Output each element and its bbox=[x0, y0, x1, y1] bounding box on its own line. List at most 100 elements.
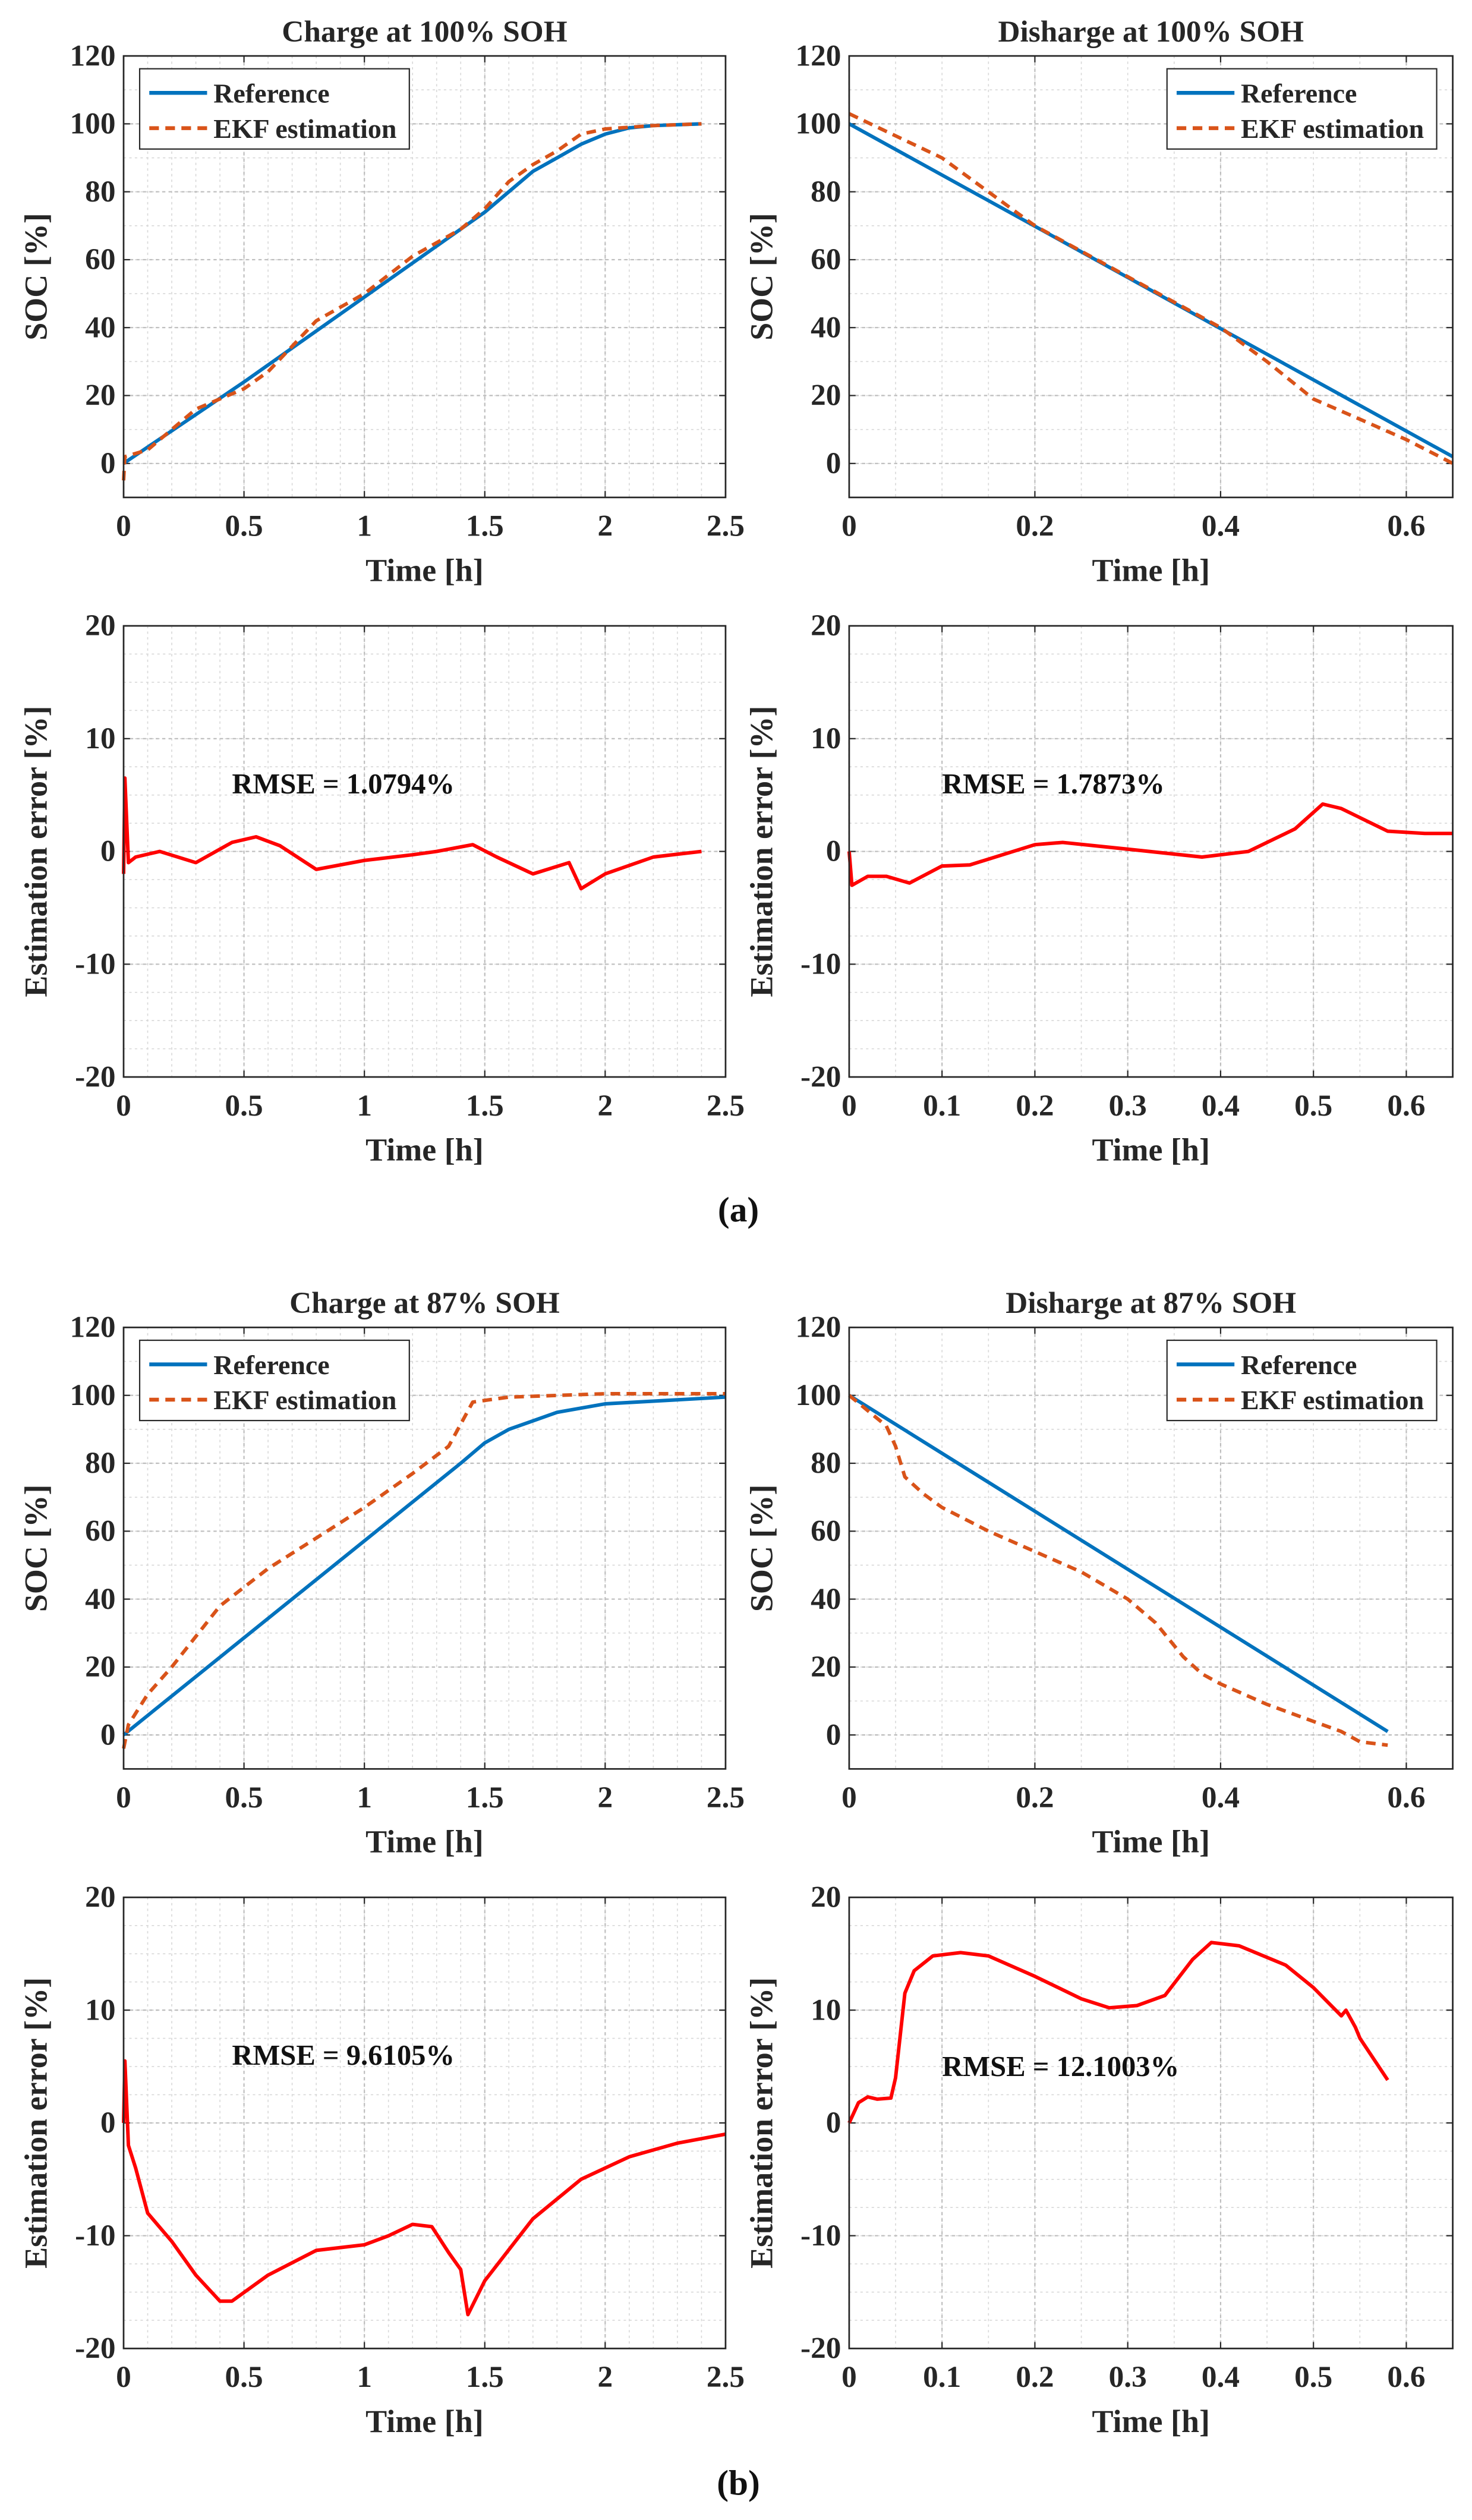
y-tick-label: 0 bbox=[100, 446, 116, 480]
series-line-error bbox=[847, 802, 1453, 887]
legend-box bbox=[1166, 68, 1438, 150]
x-tick-label: 0.4 bbox=[1202, 509, 1240, 543]
x-tick-label: 2.5 bbox=[707, 2360, 745, 2394]
x-tick-label: 0.6 bbox=[1387, 509, 1425, 543]
x-tick-label: 1.5 bbox=[466, 1089, 504, 1123]
y-tick-label: 20 bbox=[811, 1880, 841, 1914]
y-tick-label: 100 bbox=[70, 1378, 116, 1412]
x-tick-label: 0.6 bbox=[1387, 1781, 1425, 1815]
x-tick-label: 1 bbox=[357, 1781, 372, 1815]
legend-entry: Reference bbox=[213, 1350, 329, 1380]
y-tick-label: 20 bbox=[85, 609, 115, 642]
y-tick-label: 100 bbox=[795, 107, 841, 141]
chart-title: Disharge at 100% SOH bbox=[998, 15, 1304, 49]
x-tick-label: 2 bbox=[598, 509, 613, 543]
y-tick-label: 80 bbox=[85, 175, 115, 209]
y-tick-label: -20 bbox=[800, 1060, 841, 1094]
y-tick-label: 10 bbox=[811, 722, 841, 755]
x-tick-label: 0.3 bbox=[1109, 2360, 1147, 2394]
x-tick-label: 1.5 bbox=[466, 1781, 504, 1815]
y-axis-label: Estimation error [%] bbox=[18, 1977, 53, 2269]
x-axis-label: Time [h] bbox=[365, 1824, 484, 1860]
y-tick-label: 0 bbox=[100, 1718, 116, 1752]
x-tick-label: 0.5 bbox=[225, 1781, 263, 1815]
y-tick-label: -10 bbox=[75, 2219, 115, 2253]
x-tick-label: 0 bbox=[116, 2360, 131, 2394]
y-tick-label: 0 bbox=[826, 834, 841, 868]
x-tick-label: 2 bbox=[598, 1089, 613, 1123]
y-tick-label: 100 bbox=[70, 107, 116, 141]
y-tick-label: -20 bbox=[75, 2332, 115, 2365]
y-tick-label: -10 bbox=[800, 2219, 841, 2253]
series-line-error bbox=[847, 1941, 1389, 2124]
y-tick-label: 60 bbox=[811, 1514, 841, 1548]
y-tick-label: 0 bbox=[100, 834, 116, 868]
x-axis-label: Time [h] bbox=[365, 552, 484, 588]
legend-entry: EKF estimation bbox=[213, 1385, 396, 1415]
x-tick-label: 0.5 bbox=[1294, 1089, 1332, 1123]
y-tick-label: 20 bbox=[85, 1650, 115, 1684]
x-tick-label: 0.4 bbox=[1202, 1089, 1240, 1123]
y-axis-label: Estimation error [%] bbox=[743, 706, 779, 997]
x-tick-label: 2.5 bbox=[707, 509, 745, 543]
x-axis-label: Time [h] bbox=[1092, 1132, 1210, 1168]
series-line-ekf-estimation bbox=[848, 1394, 1388, 1747]
y-tick-label: 120 bbox=[70, 39, 116, 73]
y-tick-label: 10 bbox=[85, 722, 115, 755]
chart-2: 0 0.5 1 1.5 2 2.5 -20 -10 0 10 20 Time [h] Estimatio… bbox=[18, 609, 745, 1167]
x-tick-label: 2 bbox=[598, 1781, 613, 1815]
x-tick-label: 2.5 bbox=[707, 1781, 745, 1815]
axes-box bbox=[122, 1327, 727, 1770]
x-tick-label: 0.5 bbox=[225, 2360, 263, 2394]
x-tick-label: 1.5 bbox=[466, 2360, 504, 2394]
legend-box bbox=[1166, 1339, 1438, 1422]
x-tick-label: 0.2 bbox=[1016, 1781, 1054, 1815]
y-axis-label: SOC [%] bbox=[18, 1485, 53, 1612]
x-tick-label: 1 bbox=[357, 2360, 372, 2394]
x-tick-label: 0.6 bbox=[1387, 1089, 1425, 1123]
y-axis-label: SOC [%] bbox=[743, 213, 779, 341]
series-line-error bbox=[122, 2059, 726, 2317]
x-tick-label: 0.5 bbox=[225, 1089, 263, 1123]
chart-5: 0 0.2 0.4 0.6 0 20 40 60 80 100 120 Disharge at 87%… bbox=[743, 1286, 1454, 1860]
y-tick-label: 60 bbox=[85, 242, 115, 276]
x-tick-label: 0.2 bbox=[1016, 509, 1054, 543]
x-tick-label: 2 bbox=[598, 2360, 613, 2394]
y-tick-label: 40 bbox=[811, 1582, 841, 1616]
axes-box bbox=[122, 625, 727, 1078]
rmse-annotation: RMSE = 1.0794% bbox=[232, 768, 455, 800]
rmse-annotation: RMSE = 1.7873% bbox=[942, 768, 1165, 800]
legend-entry: Reference bbox=[1241, 78, 1357, 108]
series-line-ekf-estimation bbox=[848, 112, 1454, 465]
legend-entry: Reference bbox=[1241, 1350, 1357, 1380]
panel-label-a: (a) bbox=[718, 1190, 759, 1229]
x-tick-label: 1 bbox=[357, 509, 372, 543]
y-axis-label: Estimation error [%] bbox=[18, 706, 53, 997]
y-tick-label: 60 bbox=[85, 1514, 115, 1548]
chart-title: Charge at 100% SOH bbox=[282, 15, 567, 49]
y-tick-label: 10 bbox=[811, 1993, 841, 2027]
legend: Reference EKF estimation bbox=[1166, 1339, 1438, 1422]
y-tick-label: 80 bbox=[811, 1446, 841, 1480]
series-line-ekf-estimation bbox=[122, 1392, 726, 1749]
axes-box bbox=[848, 625, 1454, 1078]
legend: Reference EKF estimation bbox=[138, 1339, 410, 1422]
y-tick-label: 120 bbox=[795, 39, 841, 73]
series-line-reference bbox=[848, 1394, 1389, 1733]
y-tick-label: 80 bbox=[811, 175, 841, 209]
x-tick-label: 1 bbox=[357, 1089, 372, 1123]
rmse-annotation: RMSE = 9.6105% bbox=[232, 2039, 455, 2071]
y-tick-label: 10 bbox=[85, 1993, 115, 2027]
legend-entry: EKF estimation bbox=[213, 114, 396, 144]
x-tick-label: 0.1 bbox=[923, 2360, 961, 2394]
axes-box bbox=[122, 55, 727, 499]
x-tick-label: 0.4 bbox=[1202, 1781, 1240, 1815]
legend-entry: EKF estimation bbox=[1241, 1385, 1424, 1415]
y-axis-label: Estimation error [%] bbox=[743, 1977, 779, 2269]
chart-0: 0 0.5 1 1.5 2 2.5 0 20 40 60 80 100 120 Charge at 100… bbox=[18, 15, 745, 588]
panel-label-b: (b) bbox=[717, 2463, 760, 2502]
y-tick-label: 100 bbox=[795, 1378, 841, 1412]
y-axis-label: SOC [%] bbox=[18, 213, 53, 341]
chart-3: 0 0.1 0.2 0.3 0.4 0.5 0.6 -20 -10 0 10 20 Time [h] Es… bbox=[743, 609, 1454, 1168]
y-tick-label: 20 bbox=[811, 379, 841, 412]
